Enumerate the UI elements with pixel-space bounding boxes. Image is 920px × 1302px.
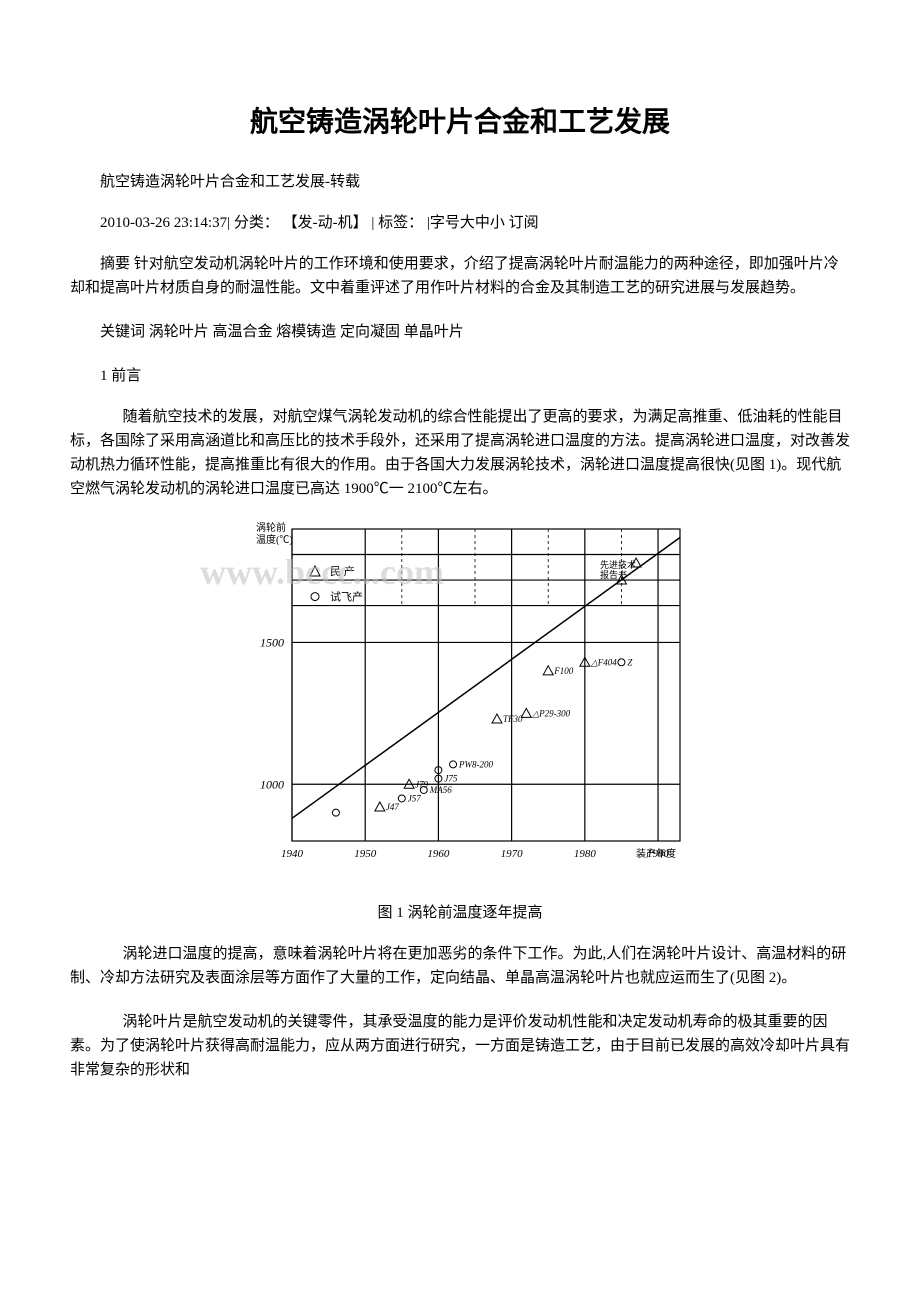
svg-text:J57: J57 xyxy=(408,793,421,803)
svg-text:1960: 1960 xyxy=(427,848,450,860)
svg-text:1950: 1950 xyxy=(354,848,377,860)
svg-text:△P29-300: △P29-300 xyxy=(531,708,570,718)
svg-text:Z: Z xyxy=(627,657,633,667)
abstract-paragraph: 摘要 针对航空发动机涡轮叶片的工作环境和使用要求，介绍了提高涡轮叶片耐温能力的两… xyxy=(70,252,850,300)
svg-text:F100: F100 xyxy=(553,666,573,676)
svg-text:民 产: 民 产 xyxy=(330,564,355,578)
svg-text:1000: 1000 xyxy=(260,777,284,791)
svg-text:1970: 1970 xyxy=(501,848,524,860)
keywords-line: 关键词 涡轮叶片 高温合金 熔模铸造 定向凝固 单晶叶片 xyxy=(70,320,850,344)
paragraph-1: 随着航空技术的发展，对航空煤气涡轮发动机的综合性能提出了更高的要求，为满足高推重… xyxy=(70,405,850,501)
svg-text:试飞产: 试飞产 xyxy=(330,590,363,604)
svg-text:装产年度: 装产年度 xyxy=(636,847,676,860)
subtitle: 航空铸造涡轮叶片合金和工艺发展-转载 xyxy=(70,170,850,191)
figure-1-chart: 10001500涡轮前温度(℃)194019501960197019801990… xyxy=(230,521,690,881)
svg-text:涡轮前: 涡轮前 xyxy=(256,521,286,534)
svg-text:J75: J75 xyxy=(444,774,457,784)
svg-text:△F404: △F404 xyxy=(590,657,617,667)
meta-line: 2010-03-26 23:14:37| 分类： 【发-动-机】 | 标签： |… xyxy=(70,211,850,232)
svg-text:先进技术: 先进技术 xyxy=(600,559,636,570)
svg-text:MA56: MA56 xyxy=(429,785,452,795)
section-1-heading: 1 前言 xyxy=(70,364,850,385)
svg-text:J47: J47 xyxy=(386,802,399,812)
paragraph-3: 涡轮叶片是航空发动机的关键零件，其承受温度的能力是评价发动机性能和决定发动机寿命… xyxy=(70,1010,850,1082)
paragraph-2: 涡轮进口温度的提高，意味着涡轮叶片将在更加恶劣的条件下工作。为此,人们在涡轮叶片… xyxy=(70,942,850,990)
figure-1-container: www.bccc...com 10001500涡轮前温度(℃)194019501… xyxy=(70,521,850,881)
svg-text:1500: 1500 xyxy=(260,635,284,649)
svg-text:1980: 1980 xyxy=(574,848,597,860)
svg-text:PW8-200: PW8-200 xyxy=(458,759,493,769)
figure-1-caption: 图 1 涡轮前温度逐年提高 xyxy=(70,901,850,922)
page-title: 航空铸造涡轮叶片合金和工艺发展 xyxy=(70,100,850,140)
svg-text:温度(℃): 温度(℃) xyxy=(256,533,293,546)
svg-text:TF30: TF30 xyxy=(503,714,523,724)
svg-text:1940: 1940 xyxy=(281,848,304,860)
